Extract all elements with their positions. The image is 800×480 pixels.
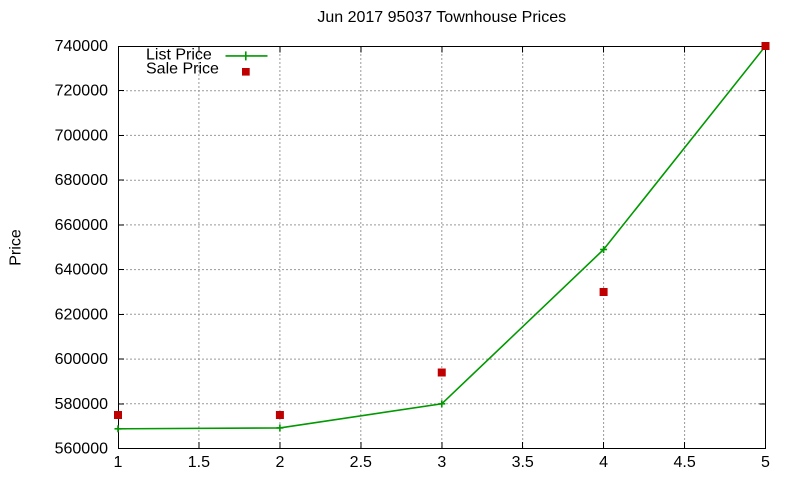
- svg-text:1.5: 1.5: [188, 454, 210, 471]
- svg-text:4.5: 4.5: [673, 454, 695, 471]
- svg-text:Sale Price: Sale Price: [146, 61, 219, 78]
- svg-text:600000: 600000: [55, 351, 108, 368]
- svg-text:740000: 740000: [55, 38, 108, 55]
- svg-text:720000: 720000: [55, 83, 108, 100]
- svg-text:680000: 680000: [55, 172, 108, 189]
- svg-text:660000: 660000: [55, 217, 108, 234]
- svg-text:5: 5: [761, 454, 770, 471]
- svg-text:700000: 700000: [55, 127, 108, 144]
- svg-text:Jun 2017 95037 Townhouse Price: Jun 2017 95037 Townhouse Prices: [317, 9, 566, 26]
- svg-text:3: 3: [437, 454, 446, 471]
- svg-text:1: 1: [114, 454, 123, 471]
- svg-text:640000: 640000: [55, 262, 108, 279]
- svg-text:Price: Price: [8, 229, 25, 266]
- svg-text:620000: 620000: [55, 306, 108, 323]
- svg-text:4: 4: [599, 454, 608, 471]
- svg-text:2: 2: [275, 454, 284, 471]
- svg-text:580000: 580000: [55, 396, 108, 413]
- svg-text:3.5: 3.5: [512, 454, 534, 471]
- svg-text:560000: 560000: [55, 441, 108, 458]
- svg-text:2.5: 2.5: [350, 454, 372, 471]
